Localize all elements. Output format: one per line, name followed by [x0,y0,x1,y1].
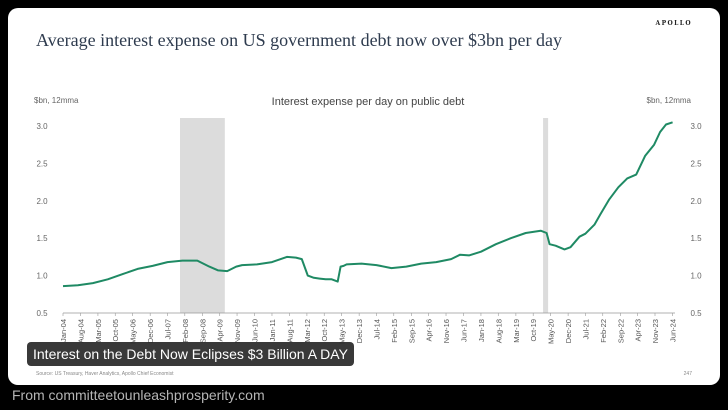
y-tick-right-2: 1.5 [690,234,702,243]
x-tick-label-7: Feb-08 [181,319,190,343]
x-tick-label-23: Jun-17 [460,319,469,342]
x-tick-label-33: Apr-23 [634,319,643,342]
x-tick-label-24: Jan-18 [477,319,486,342]
x-tick-label-18: Jul-14 [372,319,381,339]
chart-axes: 0.5 0.5 1.0 1.0 1.5 1.5 2.0 2.0 2.5 2.5 3.0 3.0 Jan-… [36,122,702,344]
x-tick-label-16: May-13 [338,319,347,344]
x-tick-label-26: Mar-19 [512,319,521,343]
recession-band-0 [180,118,225,313]
x-tick-label-20: Sep-15 [407,319,416,343]
x-tick-label-3: Oct-05 [111,319,120,342]
source-attribution-link[interactable]: From committeetounleashprosperity.com [12,387,265,403]
y-tick-left-3: 2.0 [36,197,48,206]
slide-card: 0.5 0.5 1.0 1.0 1.5 1.5 2.0 2.0 2.5 2.5 3.0 3.0 Jan-… [8,8,720,385]
page-number: 247 [683,371,692,377]
x-tick-label-28: May-20 [547,319,556,344]
y-tick-left-5: 3.0 [36,122,48,131]
source-note: Source: US Treasury, Haver Analytics, Ap… [36,371,174,377]
interest-expense-chart: 0.5 0.5 1.0 1.0 1.5 1.5 2.0 2.0 2.5 2.5 3.0 3.0 Jan-… [34,96,702,344]
x-tick-label-2: Mar-05 [94,319,103,343]
x-tick-label-17: Dec-13 [355,319,364,343]
x-tick-label-34: Nov-23 [651,319,660,343]
x-tick-label-22: Nov-16 [442,319,451,343]
y-tick-right-4: 2.5 [690,159,702,168]
recession-band-1 [543,118,549,313]
image-caption: Interest on the Debt Now Eclipses $3 Bil… [27,342,354,366]
x-tick-label-4: May-06 [129,319,138,344]
chart-series [62,121,673,288]
x-tick-label-10: Nov-09 [233,319,242,343]
apollo-logo: APOLLO [655,20,692,27]
x-tick-label-8: Sep-08 [198,319,207,343]
x-tick-label-31: Feb-22 [599,319,608,343]
x-tick-label-19: Feb-15 [390,319,399,343]
x-tick-label-15: Oct-12 [320,319,329,342]
chart-title: Interest expense per day on public debt [272,96,465,108]
x-tick-label-6: Jul-07 [163,319,172,339]
x-tick-label-32: Sep-22 [616,319,625,343]
x-tick-label-13: Aug-11 [285,319,294,343]
recession-shading [180,118,549,313]
x-tick-label-9: Apr-09 [216,319,225,342]
y-tick-left-0: 0.5 [36,309,48,318]
x-tick-label-29: Dec-20 [564,319,573,343]
x-tick-label-21: Apr-16 [425,319,434,342]
y-tick-right-1: 1.0 [690,272,702,281]
y-tick-right-3: 2.0 [690,197,702,206]
x-tick-label-30: Jul-21 [581,319,590,339]
x-tick-label-14: Mar-12 [303,319,312,343]
y-axis-label-left: $bn, 12mma [34,96,79,105]
y-tick-left-4: 2.5 [36,159,48,168]
x-tick-label-1: Aug-04 [76,319,85,343]
x-tick-label-11: Jun-10 [251,319,260,342]
x-tick-label-27: Oct-19 [529,319,538,342]
y-tick-right-5: 3.0 [690,122,702,131]
series-line-0 [62,121,673,288]
x-tick-label-5: Dec-06 [146,319,155,343]
y-tick-right-0: 0.5 [690,309,702,318]
x-tick-label-35: Jun-24 [669,319,678,342]
x-tick-label-25: Aug-18 [494,319,503,343]
y-tick-left-2: 1.5 [36,234,48,243]
y-axis-label-right: $bn, 12mma [647,96,692,105]
slide-title: Average interest expense on US governmen… [36,30,563,50]
x-tick-label-0: Jan-04 [59,319,68,342]
y-tick-left-1: 1.0 [36,272,48,281]
x-tick-label-12: Jan-11 [268,319,277,341]
